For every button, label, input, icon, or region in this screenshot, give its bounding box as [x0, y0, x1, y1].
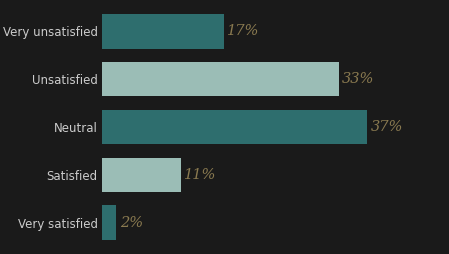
Bar — [102, 62, 339, 96]
Bar — [102, 14, 224, 49]
Text: 11%: 11% — [185, 168, 217, 182]
Text: 2%: 2% — [120, 216, 143, 230]
Text: 17%: 17% — [228, 24, 260, 38]
Bar — [102, 110, 367, 144]
Text: 37%: 37% — [371, 120, 403, 134]
Bar — [102, 205, 116, 240]
Bar — [102, 158, 181, 192]
Text: 33%: 33% — [342, 72, 374, 86]
